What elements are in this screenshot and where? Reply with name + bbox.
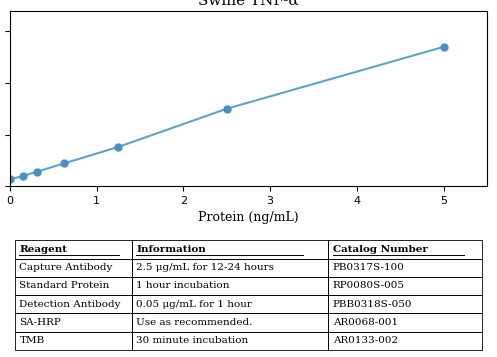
Bar xyxy=(15,295,132,313)
Text: 30 minute incubation: 30 minute incubation xyxy=(136,336,248,345)
Text: PB0317S-100: PB0317S-100 xyxy=(333,263,405,272)
Bar xyxy=(328,277,482,295)
Bar xyxy=(15,313,132,332)
Text: 1 hour incubation: 1 hour incubation xyxy=(136,281,230,290)
Text: RP0080S-005: RP0080S-005 xyxy=(333,281,405,290)
Bar xyxy=(328,240,482,258)
Bar xyxy=(132,295,328,313)
Bar xyxy=(15,258,132,277)
Text: TMB: TMB xyxy=(19,336,45,345)
Bar xyxy=(328,295,482,313)
Bar xyxy=(132,313,328,332)
Bar xyxy=(15,332,132,350)
Text: AR0068-001: AR0068-001 xyxy=(333,318,398,327)
Text: 2.5 μg/mL for 12-24 hours: 2.5 μg/mL for 12-24 hours xyxy=(136,263,274,272)
Bar xyxy=(328,258,482,277)
Text: PBB0318S-050: PBB0318S-050 xyxy=(333,300,412,309)
Bar xyxy=(15,277,132,295)
Text: 0.05 μg/mL for 1 hour: 0.05 μg/mL for 1 hour xyxy=(136,300,252,309)
Text: Capture Antibody: Capture Antibody xyxy=(19,263,113,272)
Text: Use as recommended.: Use as recommended. xyxy=(136,318,253,327)
Bar xyxy=(132,258,328,277)
Text: Detection Antibody: Detection Antibody xyxy=(19,300,121,309)
Text: AR0133-002: AR0133-002 xyxy=(333,336,398,345)
Text: SA-HRP: SA-HRP xyxy=(19,318,61,327)
Bar xyxy=(132,332,328,350)
Text: Reagent: Reagent xyxy=(19,245,68,254)
Bar xyxy=(328,313,482,332)
Text: Information: Information xyxy=(136,245,206,254)
Bar xyxy=(15,240,132,258)
Bar xyxy=(132,240,328,258)
Bar xyxy=(328,332,482,350)
Bar xyxy=(132,277,328,295)
Text: Catalog Number: Catalog Number xyxy=(333,245,427,254)
X-axis label: Protein (ng/mL): Protein (ng/mL) xyxy=(198,211,299,224)
Text: Standard Protein: Standard Protein xyxy=(19,281,110,290)
Title: Swine TNF-α: Swine TNF-α xyxy=(198,0,299,8)
